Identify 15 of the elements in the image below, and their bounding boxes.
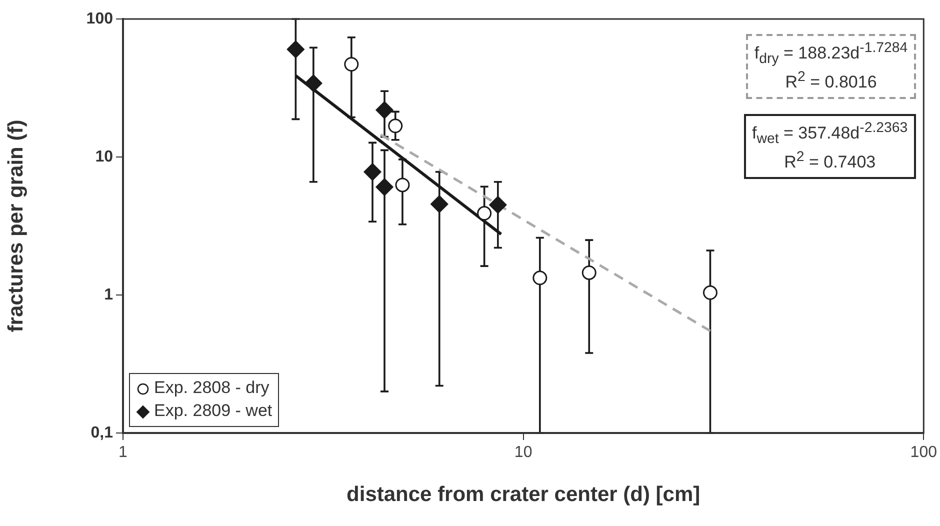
y-tick-label: 0,1 xyxy=(90,424,114,442)
y-tick-label: 100 xyxy=(86,10,114,28)
y-tick-label: 10 xyxy=(95,148,114,166)
y-tick-label: 1 xyxy=(104,286,114,304)
legend-label: Exp. 2809 - wet xyxy=(154,401,272,420)
x-tick-label: 1 xyxy=(118,444,128,462)
annotation: R$^{2}$ = 0.8016 xyxy=(784,68,878,93)
legend-label: Exp. 2808 - dry xyxy=(154,378,270,398)
annotation: R$^{2}$ = 0.7403 xyxy=(783,148,877,173)
annotation: f$_{wet}$ = 357.48d$^{-2.2363}$ xyxy=(752,120,908,149)
annotation: f$_{dry}$ = 188.23d$^{-1.7284}$ xyxy=(754,40,908,69)
x-tick-label: 10 xyxy=(514,444,532,462)
y-axis-title: fractures per grain (f) xyxy=(4,120,28,332)
x-axis-title: distance from crater center (d) [cm] xyxy=(346,483,700,506)
x-tick-label: 100 xyxy=(910,444,938,462)
